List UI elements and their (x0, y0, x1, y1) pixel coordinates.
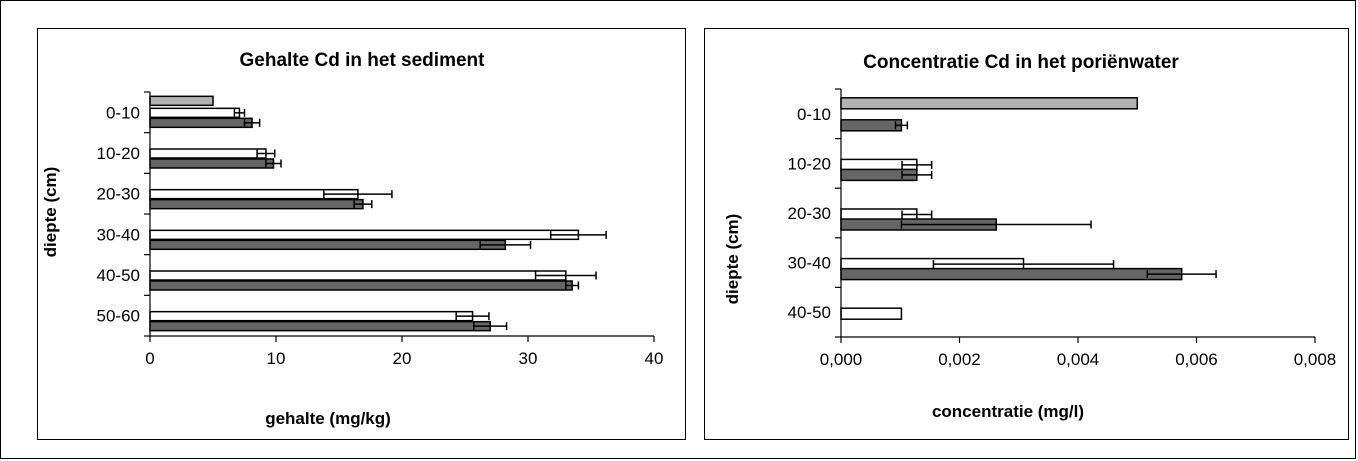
x-tick-label: 0,002 (938, 350, 981, 369)
x-tick-label: 0,000 (820, 350, 863, 369)
y-tick-label: 30-40 (97, 225, 140, 244)
x-tick-label: 20 (393, 349, 412, 368)
bar-50-60-s2 (149, 320, 491, 332)
x-axis-title: gehalte (mg/kg) (265, 409, 391, 428)
y-tick-label: 10-20 (788, 154, 831, 173)
plot-area (840, 97, 1217, 320)
bar-0-10-s0 (840, 97, 1138, 110)
x-tick-label: 0 (145, 349, 154, 368)
bar-30-40-s1 (149, 229, 580, 241)
chart-panel-porewater: Concentratie Cd in het poriënwater conce… (704, 28, 1349, 440)
y-axis-title: diepte (cm) (723, 214, 742, 305)
x-tick-label: 40 (645, 349, 664, 368)
chart-sediment: Gehalte Cd in het sediment gehalte (mg/k… (41, 50, 664, 428)
x-tick-label: 0,004 (1057, 350, 1100, 369)
x-tick-label: 10 (267, 349, 286, 368)
bar-30-40-s2 (149, 239, 507, 251)
y-axis-title: diepte (cm) (41, 167, 60, 258)
y-tick-label: 30-40 (788, 254, 831, 273)
bar-0-10-s1 (149, 107, 241, 119)
y-tick-label: 20-30 (788, 204, 831, 223)
chart-panel-sediment: Gehalte Cd in het sediment gehalte (mg/k… (37, 28, 686, 440)
bar-10-20-s2 (149, 158, 275, 169)
plot-area (149, 95, 607, 332)
bar-40-50-s1 (149, 270, 567, 281)
bar-10-20-s1 (149, 148, 267, 159)
y-tick-label: 40-50 (97, 266, 140, 285)
bar-40-50-s2 (149, 280, 573, 291)
x-axis-title: concentratie (mg/l) (932, 402, 1084, 421)
bar-30-40-s2 (840, 267, 1183, 281)
x-tick-label: 30 (519, 349, 538, 368)
chart-title: Gehalte Cd in het sediment (240, 50, 486, 71)
chart-title: Concentratie Cd in het poriënwater (863, 52, 1179, 73)
y-tick-label: 0-10 (797, 105, 831, 124)
bar-0-10-s2 (149, 117, 253, 129)
y-tick-label: 0-10 (106, 103, 140, 122)
y-tick-label: 10-20 (97, 144, 140, 163)
bar-0-10-s2 (840, 119, 903, 132)
bar-40-50-s1 (840, 307, 903, 320)
y-tick-label: 40-50 (788, 303, 831, 322)
bar-0-10-s0 (149, 95, 214, 107)
bar-20-30-s2 (149, 198, 364, 210)
bar-50-60-s1 (149, 310, 474, 322)
x-tick-label: 0,008 (1294, 350, 1337, 369)
chart-porewater: Concentratie Cd in het poriënwater conce… (723, 52, 1337, 421)
y-tick-label: 50-60 (97, 307, 140, 326)
x-tick-label: 0,006 (1175, 350, 1218, 369)
y-tick-label: 20-30 (97, 185, 140, 204)
